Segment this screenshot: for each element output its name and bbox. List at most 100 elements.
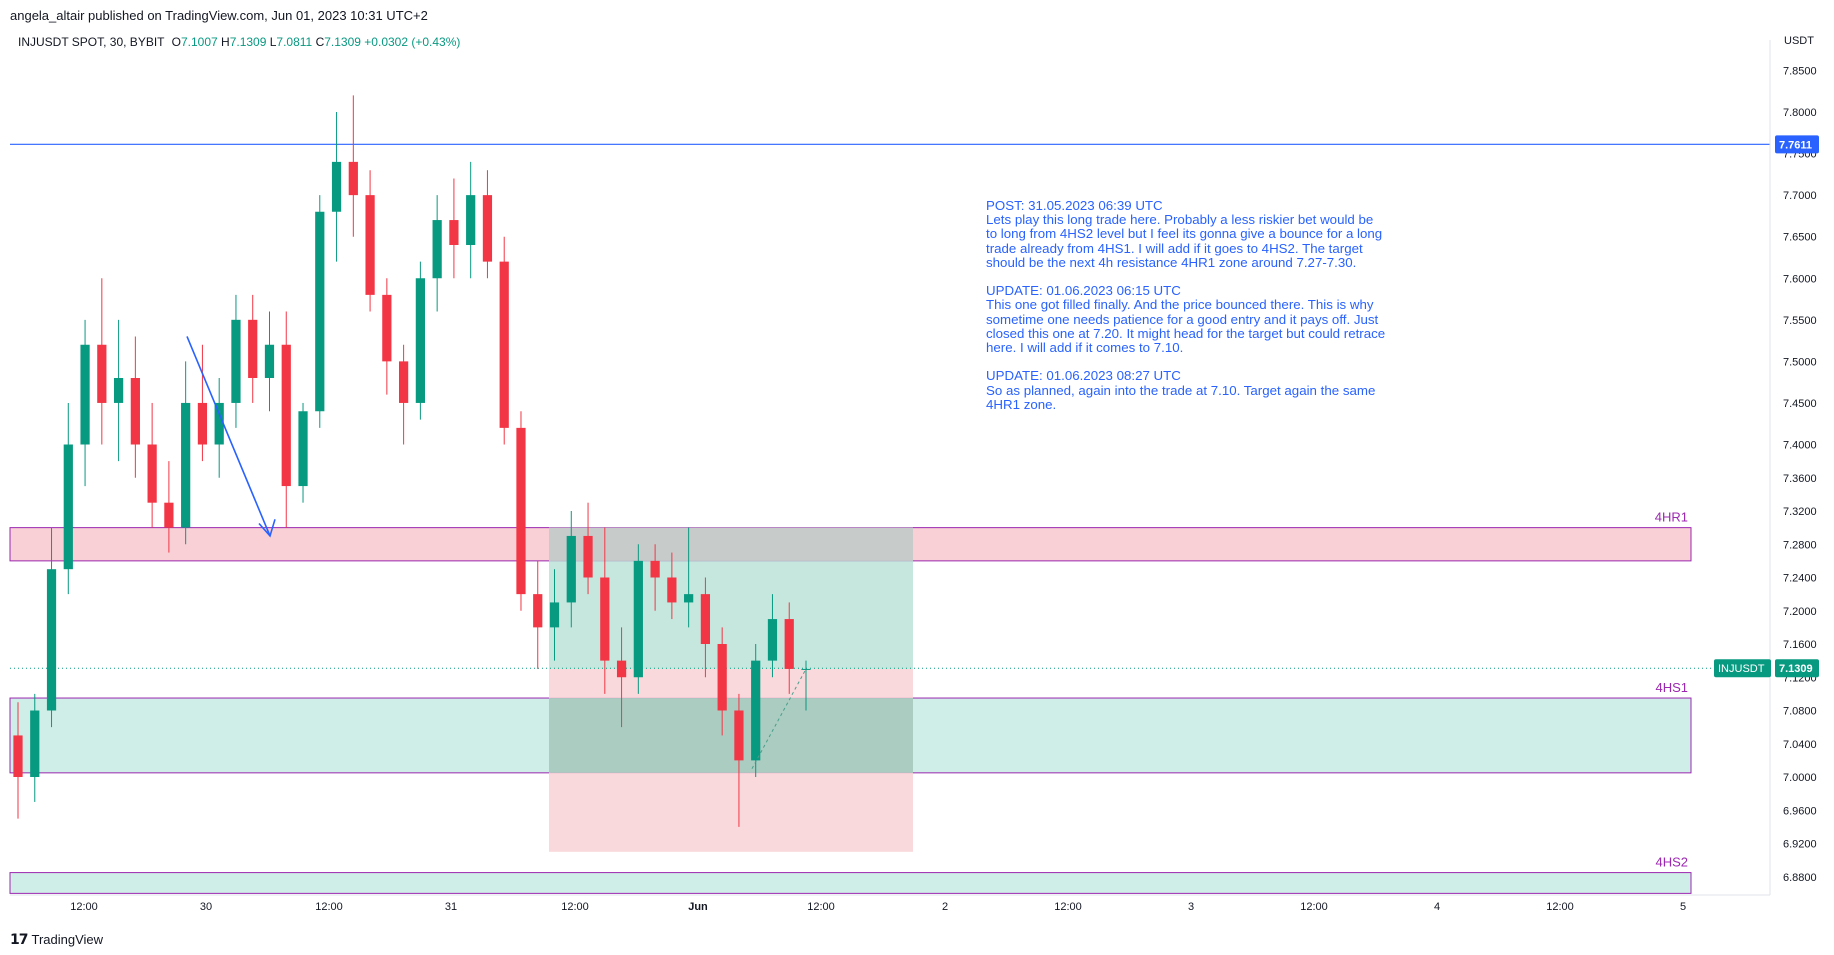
time-tick-label: 12:00: [1054, 901, 1082, 913]
candle: [533, 560, 543, 669]
candle: [482, 170, 493, 279]
zone-label-4hs2: 4HS2: [1655, 855, 1688, 870]
price-tick-label: 7.6500: [1783, 232, 1817, 244]
candle-body: [382, 294, 392, 362]
candle-body: [298, 411, 308, 487]
candle-body: [130, 378, 140, 445]
candle: [399, 344, 409, 445]
candle: [415, 261, 425, 420]
candle: [248, 294, 258, 403]
price-tick-label: 6.9600: [1783, 805, 1817, 817]
candle-body: [248, 319, 258, 378]
symbol-tag-text: INJUSDT: [1718, 663, 1765, 675]
candle: [667, 552, 677, 620]
candle-body: [466, 195, 476, 245]
horizontal-line-price-label: 7.7611: [1775, 135, 1819, 154]
candle-body: [264, 344, 275, 378]
candle: [13, 702, 23, 819]
symbol-label[interactable]: INJUSDT SPOT, 30, BYBIT: [18, 35, 165, 49]
candle-body: [583, 535, 593, 578]
candle-body: [432, 220, 442, 279]
time-tick-label: 12:00: [1546, 901, 1574, 913]
time-tick-label: 4: [1434, 901, 1440, 913]
trend-arrow-line: [186, 336, 271, 537]
horizontal-line-price-label-text: 7.7611: [1779, 139, 1812, 151]
candle-body: [365, 195, 375, 295]
time-tick-label: 12:00: [315, 901, 343, 913]
candle: [734, 693, 744, 827]
candle-body: [197, 402, 208, 445]
zone-label-4hs1: 4HS1: [1655, 680, 1688, 695]
ohlc-values: O7.1007 H7.1309 L7.0811 C7.1309 +0.0302 …: [172, 35, 461, 49]
high-label: H: [221, 35, 230, 49]
candle: [767, 594, 778, 678]
time-tick-label: 30: [200, 901, 212, 913]
lines-layer: [10, 143, 1770, 669]
candle: [331, 112, 342, 262]
close-value: 7.1309: [324, 35, 361, 49]
open-label: O: [171, 35, 181, 49]
candle-body: [214, 402, 224, 445]
last-price-label-bg: [1775, 659, 1819, 678]
projection-dashed-line: [751, 668, 807, 769]
candle: [147, 402, 157, 528]
candle: [516, 411, 526, 611]
candle-body: [549, 602, 560, 628]
candle: [650, 544, 660, 611]
footer-brand: 𝟭𝟳 TradingView: [10, 931, 103, 948]
price-tick-label: 7.2800: [1783, 539, 1817, 551]
candle-body: [46, 569, 57, 711]
candle-body: [801, 668, 811, 670]
candle-body: [600, 577, 610, 661]
price-axis: 7.85007.80007.75007.70007.65007.60007.55…: [1714, 40, 1819, 895]
symbol-legend: INJUSDT SPOT, 30, BYBIT O7.1007 H7.1309 …: [18, 35, 460, 49]
candle: [717, 627, 727, 736]
candle-body: [734, 710, 744, 761]
candle: [549, 569, 560, 661]
candle: [63, 402, 73, 595]
candle: [46, 527, 57, 728]
candle-body: [667, 577, 677, 603]
low-label: L: [269, 35, 277, 49]
candle-body: [315, 211, 325, 412]
candle-body: [164, 502, 174, 528]
candle-body: [63, 444, 73, 570]
last-price-label: 7.1309: [1775, 659, 1819, 678]
candle: [231, 294, 241, 428]
price-tick-label: 7.8500: [1783, 65, 1817, 77]
candle: [181, 361, 191, 545]
candle-body: [399, 361, 409, 403]
time-tick-label: 12:00: [807, 901, 835, 913]
candle: [164, 461, 174, 553]
position-target-overlap: [549, 527, 913, 561]
time-tick-label: 2: [942, 901, 948, 913]
zone-4hs2: [9, 872, 1692, 894]
candle: [499, 236, 509, 445]
close-label: C: [315, 35, 325, 49]
candle: [298, 402, 308, 503]
drawings-layer: [186, 336, 807, 769]
candle: [583, 502, 593, 595]
open-value: 7.1007: [180, 35, 218, 49]
candle-body: [767, 619, 778, 661]
price-tick-label: 7.2000: [1783, 606, 1817, 618]
candle-body: [147, 444, 157, 503]
candle: [315, 195, 325, 428]
candle: [466, 161, 476, 279]
position-layer: [549, 527, 913, 852]
time-tick-label: 12:00: [1300, 901, 1328, 913]
candle: [600, 527, 610, 694]
price-tick-label: 7.0800: [1783, 706, 1817, 718]
price-tick-label: 7.0400: [1783, 739, 1817, 751]
candle-body: [499, 261, 509, 428]
tradingview-logo-icon: 𝟭𝟳: [10, 931, 29, 947]
candle-body: [181, 402, 191, 528]
candle: [801, 660, 811, 711]
position-support-overlap: [549, 698, 913, 773]
candle: [264, 311, 275, 412]
price-tick-label: 7.5000: [1783, 356, 1817, 368]
candle-body: [650, 560, 660, 578]
candle-body: [449, 220, 459, 245]
candle: [616, 627, 627, 728]
